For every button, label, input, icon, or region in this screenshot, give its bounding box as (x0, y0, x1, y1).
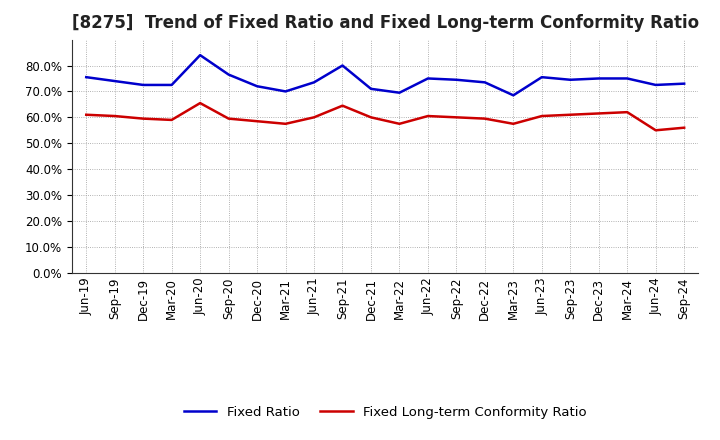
Fixed Long-term Conformity Ratio (480, 116, 489, 121)
Fixed Ratio (338, 63, 347, 68)
Fixed Ratio (452, 77, 461, 82)
Title: [8275]  Trend of Fixed Ratio and Fixed Long-term Conformity Ratio: [8275] Trend of Fixed Ratio and Fixed Lo… (71, 15, 699, 33)
Fixed Long-term Conformity Ratio (395, 121, 404, 126)
Fixed Long-term Conformity Ratio (110, 114, 119, 119)
Fixed Long-term Conformity Ratio (680, 125, 688, 130)
Legend: Fixed Ratio, Fixed Long-term Conformity Ratio: Fixed Ratio, Fixed Long-term Conformity … (179, 401, 592, 424)
Fixed Long-term Conformity Ratio (423, 114, 432, 119)
Fixed Ratio (310, 80, 318, 85)
Fixed Ratio (110, 78, 119, 84)
Line: Fixed Ratio: Fixed Ratio (86, 55, 684, 95)
Fixed Long-term Conformity Ratio (566, 112, 575, 117)
Fixed Ratio (680, 81, 688, 86)
Fixed Long-term Conformity Ratio (82, 112, 91, 117)
Line: Fixed Long-term Conformity Ratio: Fixed Long-term Conformity Ratio (86, 103, 684, 130)
Fixed Long-term Conformity Ratio (167, 117, 176, 123)
Fixed Ratio (196, 52, 204, 58)
Fixed Long-term Conformity Ratio (282, 121, 290, 126)
Fixed Ratio (423, 76, 432, 81)
Fixed Ratio (225, 72, 233, 77)
Fixed Long-term Conformity Ratio (509, 121, 518, 126)
Fixed Ratio (395, 90, 404, 95)
Fixed Ratio (282, 89, 290, 94)
Fixed Long-term Conformity Ratio (196, 100, 204, 106)
Fixed Ratio (566, 77, 575, 82)
Fixed Ratio (509, 93, 518, 98)
Fixed Long-term Conformity Ratio (366, 115, 375, 120)
Fixed Long-term Conformity Ratio (338, 103, 347, 108)
Fixed Ratio (480, 80, 489, 85)
Fixed Long-term Conformity Ratio (452, 115, 461, 120)
Fixed Long-term Conformity Ratio (595, 111, 603, 116)
Fixed Long-term Conformity Ratio (139, 116, 148, 121)
Fixed Ratio (366, 86, 375, 92)
Fixed Long-term Conformity Ratio (652, 128, 660, 133)
Fixed Long-term Conformity Ratio (253, 118, 261, 124)
Fixed Ratio (82, 74, 91, 80)
Fixed Ratio (595, 76, 603, 81)
Fixed Ratio (652, 82, 660, 88)
Fixed Ratio (253, 84, 261, 89)
Fixed Ratio (139, 82, 148, 88)
Fixed Ratio (623, 76, 631, 81)
Fixed Long-term Conformity Ratio (537, 114, 546, 119)
Fixed Ratio (537, 74, 546, 80)
Fixed Long-term Conformity Ratio (225, 116, 233, 121)
Fixed Ratio (167, 82, 176, 88)
Fixed Long-term Conformity Ratio (623, 110, 631, 115)
Fixed Long-term Conformity Ratio (310, 115, 318, 120)
